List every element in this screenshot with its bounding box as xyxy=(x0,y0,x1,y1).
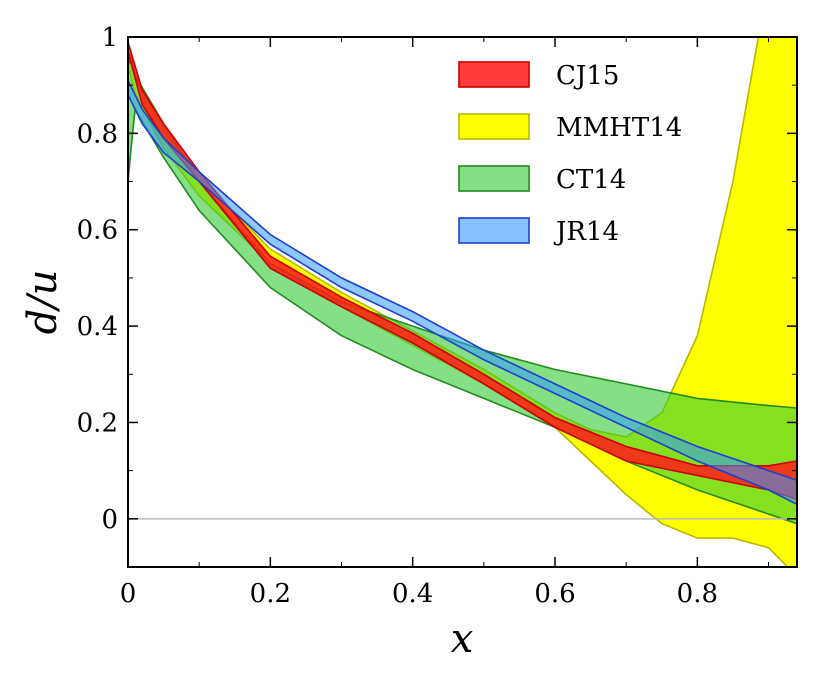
plot-frame xyxy=(127,36,798,568)
legend-label-cj15: CJ15 xyxy=(556,61,619,91)
ticks-layer: 0 0.2 0.4 0.6 0.8 0 0.2 0.4 0.6 0.8 1 xyxy=(77,23,797,609)
legend-label-mmht14: MMHT14 xyxy=(556,113,682,143)
band-jr14 xyxy=(128,80,797,506)
legend-swatch-mmht14 xyxy=(458,113,530,140)
legend-swatch-cj15 xyxy=(458,61,530,88)
y-axis-label: d/u xyxy=(20,270,66,335)
legend: CJ15 MMHT14 CT14 JR14 xyxy=(458,61,682,247)
y-tick-label: 0.2 xyxy=(77,408,118,438)
y-tick-label: 1 xyxy=(101,23,118,53)
y-tick-label: 0.8 xyxy=(77,119,118,149)
x-tick-label: 0.2 xyxy=(250,579,291,609)
y-tick-label: 0.4 xyxy=(77,312,118,342)
x-tick-label: 0.8 xyxy=(677,579,718,609)
legend-label-jr14: JR14 xyxy=(553,217,619,247)
legend-swatch-ct14 xyxy=(458,165,530,192)
legend-label-ct14: CT14 xyxy=(556,165,626,195)
x-tick-label: 0 xyxy=(120,579,137,609)
x-tick-label: 0.4 xyxy=(392,579,433,609)
y-tick-label: 0.6 xyxy=(77,216,118,246)
band-cj15 xyxy=(128,41,797,501)
legend-swatch-jr14 xyxy=(458,217,530,244)
bands-layer xyxy=(128,37,797,567)
x-tick-label: 0.6 xyxy=(534,579,575,609)
y-tick-label: 0 xyxy=(101,505,118,535)
x-axis-label: x xyxy=(451,616,474,662)
